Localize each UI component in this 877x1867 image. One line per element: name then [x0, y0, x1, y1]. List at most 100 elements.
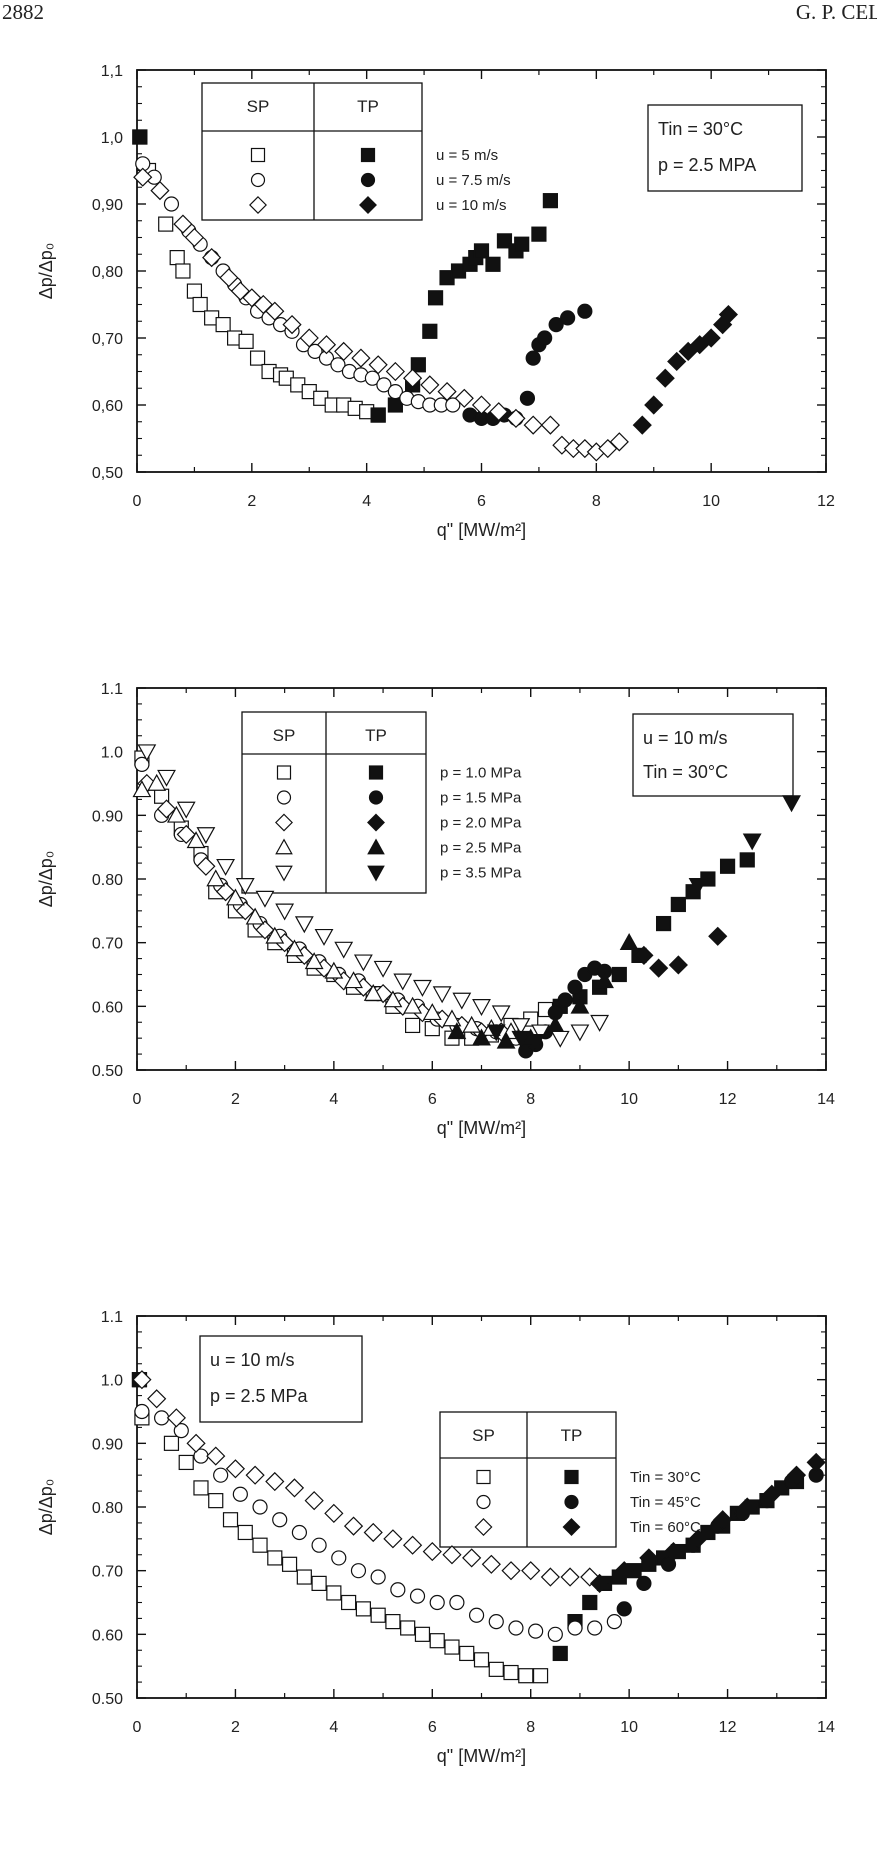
u-10-m-s-sp-point [219, 268, 239, 288]
p-3-5-mpa-sp-point [334, 941, 354, 959]
p-3-5-mpa-sp-point [432, 986, 452, 1004]
legend-marker-sp [476, 1494, 491, 1510]
tin-45-c-sp-point [488, 1614, 504, 1630]
y-tick-label: 0.60 [92, 1627, 123, 1644]
tin-30-c-sp-point [296, 1569, 312, 1585]
p-2-0-mpa-sp-point [215, 882, 236, 902]
tin-45-c-sp-point [606, 1614, 622, 1630]
tin-45-c-sp-point [409, 1588, 426, 1604]
conditions-line: Tin = 30°C [643, 762, 728, 782]
p-3-5-mpa-tp-point [511, 1030, 531, 1048]
x-tick-label: 4 [362, 493, 371, 510]
legend: SP TP u = 5 m/s u = 7.5 m/s u = 10 m/s [201, 82, 556, 221]
p-2-5-mpa-tp-point [619, 933, 639, 950]
chart-inlet-temperature: 0 2 4 6 8 10 12 14 0.50 0.60 0.70 0.80 0.90 1.0 1.1 q" … [36, 1309, 835, 1766]
u-10-m-s-sp-point [420, 375, 440, 395]
x-tick-label: 2 [231, 1091, 240, 1108]
legend-table [241, 711, 427, 894]
y-tick-label: 0.60 [92, 999, 123, 1016]
x-tick-label: 12 [719, 1719, 737, 1736]
p-2-5-mpa-sp-point [422, 1003, 442, 1021]
p-2-0-mpa-sp-point [156, 799, 177, 819]
u-5-m-s-sp-point [158, 216, 174, 232]
u-5-m-s-sp-point [175, 263, 191, 279]
y-tick-label: 0.80 [92, 872, 123, 889]
tin-60-c-sp-point [501, 1561, 521, 1581]
p-2-5-mpa-sp-point [245, 907, 265, 925]
tin-45-c-sp-point [547, 1626, 563, 1642]
tin-30-c-sp-point [518, 1668, 534, 1684]
legend-marker-tp [368, 790, 384, 805]
p-2-0-mpa-tp-point [634, 945, 654, 965]
tin-30-c-sp-point [414, 1626, 431, 1642]
conditions-box: Tin = 30°C p = 2.5 MPA [647, 104, 803, 192]
p-2-5-mpa-tp-point [447, 1022, 467, 1040]
legend-background [440, 1412, 762, 1547]
p-3-5-mpa-sp-point [216, 858, 236, 876]
tin-45-c-sp-point [429, 1594, 445, 1611]
tin-30-c-sp-point [429, 1633, 445, 1649]
p-2-5-mpa-sp-point [265, 926, 285, 944]
u-7-5-m-s-sp-point [163, 196, 180, 212]
x-axis-title: q" [MW/m²] [437, 1746, 526, 1766]
tin-60-c-tp-point [762, 1484, 782, 1504]
p-2-5-mpa-sp-point [403, 996, 423, 1014]
u-10-m-s-tp-point [655, 368, 675, 388]
tin-60-c-sp-point [442, 1545, 462, 1565]
legend-table [201, 82, 423, 221]
conditions-line: p = 2.5 MPA [658, 155, 756, 175]
p-3-5-mpa-tp-point [486, 1024, 506, 1042]
p-3-5-mpa-sp-point [137, 744, 157, 762]
u-5-m-s-sp-point [215, 317, 231, 333]
p-3-5-mpa-sp-point [235, 878, 255, 896]
x-tick-label: 14 [817, 1091, 835, 1108]
y-axis-title: Δp/Δp₀ [36, 243, 56, 300]
u-10-m-s-tp-point [644, 395, 664, 415]
x-tick-label: 0 [133, 493, 142, 510]
tin-60-c-tp-point [713, 1510, 733, 1530]
p-2-0-mpa-tp-point [649, 958, 669, 978]
legend-marker-sp [250, 172, 266, 188]
tin-60-c-tp-point [663, 1541, 684, 1562]
conditions-line: u = 10 m/s [210, 1350, 295, 1370]
legend-entry: Tin = 45°C [630, 1494, 701, 1511]
tin-45-c-sp-point [370, 1569, 386, 1585]
y-tick-label: 1.0 [101, 1373, 123, 1390]
x-tick-label: 10 [620, 1091, 638, 1108]
u-10-m-s-sp-point [173, 214, 193, 234]
tin-30-c-tp-point [582, 1594, 598, 1611]
tin-30-c-sp-point [400, 1620, 416, 1636]
legend-entry: u = 10 m/s [436, 197, 506, 214]
legend-header-sp: SP [472, 1426, 495, 1445]
p-3-5-mpa-sp-point [314, 928, 334, 946]
tin-60-c-sp-point [383, 1529, 403, 1549]
tin-60-c-tp-point [786, 1465, 807, 1485]
x-axis-title: q" [MW/m²] [437, 520, 526, 540]
p-2-0-mpa-sp-point [196, 856, 216, 876]
p-2-5-mpa-sp-point [147, 773, 167, 791]
tin-60-c-sp-point [245, 1465, 265, 1485]
tin-45-c-tp-point [616, 1601, 632, 1617]
tin-60-c-sp-point [481, 1554, 501, 1574]
p-3-5-mpa-sp-point [157, 769, 176, 787]
u-7-5-m-s-sp-point [387, 384, 403, 400]
p-3-5-mpa-tp-point [742, 833, 762, 851]
p-3-5-mpa-sp-point [294, 916, 314, 934]
tin-45-c-sp-point [291, 1524, 308, 1541]
y-tick-label: 0.80 [92, 1500, 123, 1517]
u-10-m-s-sp-point [385, 361, 405, 382]
x-tick-label: 2 [231, 1719, 240, 1736]
legend-entry: Tin = 30°C [630, 1469, 701, 1486]
tin-30-c-sp-point [385, 1614, 401, 1630]
u-7-5-m-s-tp-point [519, 390, 536, 406]
x-tick-label: 10 [620, 1719, 638, 1736]
tin-60-c-sp-point [166, 1408, 186, 1428]
p-3-5-mpa-sp-point [590, 1014, 610, 1032]
p-3-5-mpa-sp-point [511, 1018, 531, 1036]
y-tick-label: 0.90 [92, 1436, 123, 1453]
u-10-m-s-tp-point [632, 415, 652, 435]
x-tick-label: 8 [526, 1719, 535, 1736]
tin-60-c-sp-point [206, 1446, 226, 1466]
legend-entry: p = 2.5 MPa [440, 840, 522, 857]
p-2-5-mpa-sp-point [363, 983, 383, 1001]
